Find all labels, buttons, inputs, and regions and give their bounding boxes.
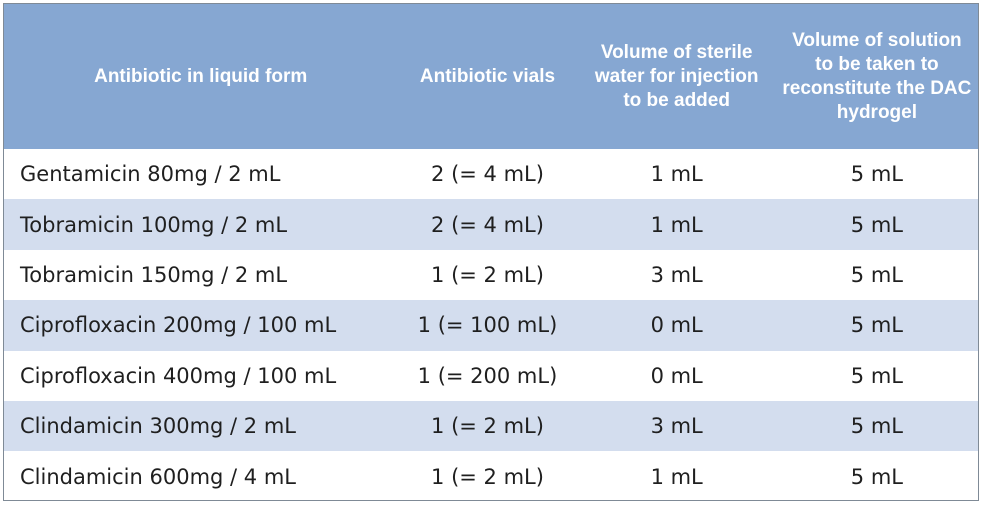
solution-cell: 5 mL (775, 199, 978, 250)
solution-cell: 5 mL (850, 262, 903, 287)
table-row: Clindamicin 600mg / 4 mL 1 (= 2 mL) 1 mL… (4, 451, 978, 501)
antibiotic-cell: Clindamicin 300mg / 2 mL (4, 400, 398, 452)
antibiotic-cell: Gentamicin 80mg / 2 mL (20, 162, 281, 187)
vials-cell: 1 (= 2 mL) (431, 464, 544, 489)
water-cell: 3 mL (650, 262, 703, 287)
table-row: Tobramicin 150mg / 2 mL 1 (= 2 mL) 3 mL … (4, 250, 978, 300)
table-row: Ciprofloxacin 200mg / 100 mL 1 (= 100 mL… (4, 300, 978, 351)
table-row: Ciprofloxacin 400mg / 100 mL 1 (= 200 mL… (4, 351, 978, 401)
table-row: Tobramicin 100mg / 2 mL 2 (= 4 mL) 1 mL … (4, 199, 978, 250)
header-vials: Antibiotic vials (397, 4, 578, 149)
antibiotic-table: Antibiotic in liquid form Antibiotic via… (3, 3, 979, 501)
vials-cell: 1 (= 200 mL) (417, 363, 558, 388)
antibiotic-cell: Tobramicin 150mg / 2 mL (20, 262, 288, 287)
reconstitution-table: Antibiotic in liquid form Antibiotic via… (4, 4, 978, 502)
vials-cell: 2 (= 4 mL) (431, 162, 544, 187)
water-cell: 3 mL (577, 400, 776, 452)
water-cell: 1 mL (650, 162, 703, 187)
water-cell: 1 mL (650, 464, 703, 489)
solution-cell: 5 mL (850, 363, 903, 388)
header-water-volume: Volume of sterile water for injection to… (577, 4, 776, 149)
solution-cell: 5 mL (850, 162, 903, 187)
header-solution-volume: Volume of solution to be taken to recons… (775, 4, 978, 149)
vials-cell: 1 (= 100 mL) (397, 300, 578, 351)
vials-cell: 1 (= 2 mL) (431, 262, 544, 287)
antibiotic-cell: Clindamicin 600mg / 4 mL (20, 464, 296, 489)
vials-cell: 1 (= 2 mL) (397, 400, 578, 452)
water-cell: 0 mL (577, 300, 776, 351)
header-antibiotic: Antibiotic in liquid form (4, 4, 398, 149)
water-cell: 0 mL (650, 363, 703, 388)
water-cell: 1 mL (577, 199, 776, 250)
header-row: Antibiotic in liquid form Antibiotic via… (4, 4, 978, 149)
antibiotic-cell: Tobramicin 100mg / 2 mL (4, 199, 398, 250)
solution-cell: 5 mL (775, 300, 978, 351)
table-row: Clindamicin 300mg / 2 mL 1 (= 2 mL) 3 mL… (4, 400, 978, 452)
solution-cell: 5 mL (775, 400, 978, 452)
antibiotic-cell: Ciprofloxacin 200mg / 100 mL (4, 300, 398, 351)
table-row: Gentamicin 80mg / 2 mL 2 (= 4 mL) 1 mL 5… (4, 149, 978, 199)
antibiotic-cell: Ciprofloxacin 400mg / 100 mL (20, 363, 337, 388)
vials-cell: 2 (= 4 mL) (397, 199, 578, 250)
solution-cell: 5 mL (850, 464, 903, 489)
